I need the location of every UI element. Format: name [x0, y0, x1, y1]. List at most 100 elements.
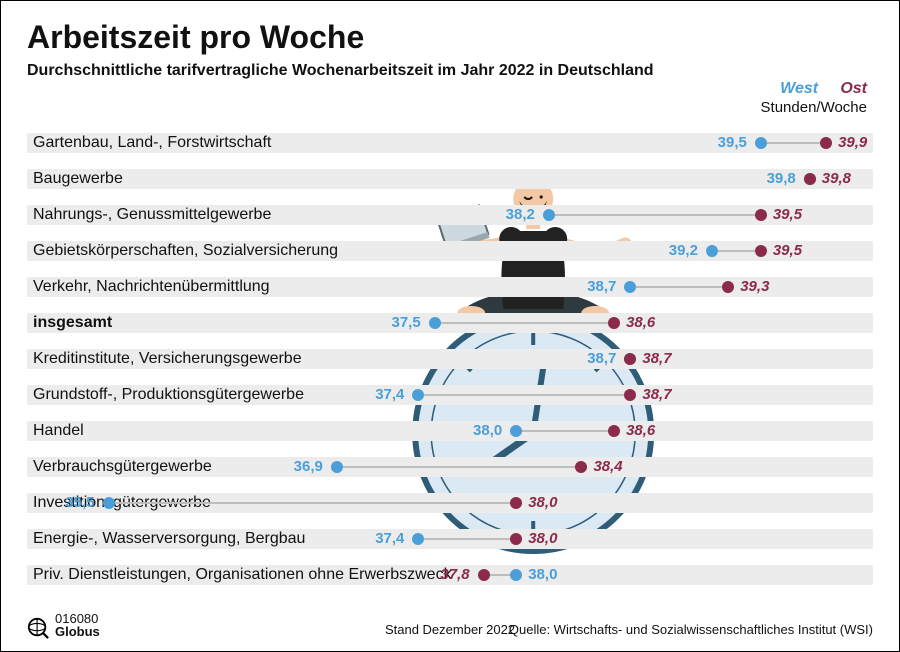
west-dot [412, 533, 424, 545]
chart-row: Kreditinstitute, Versicherungsgewerbe38,… [27, 341, 873, 377]
ost-dot [510, 533, 522, 545]
ost-value: 37,8 [440, 565, 469, 585]
ost-dot [608, 317, 620, 329]
west-dot [755, 137, 767, 149]
west-value: 38,0 [528, 565, 557, 585]
ost-value: 38,7 [642, 349, 671, 369]
legend: West Ost Stunden/Woche [761, 79, 867, 118]
west-dot [510, 425, 522, 437]
globe-icon [27, 617, 49, 639]
ost-dot [624, 389, 636, 401]
west-dot [429, 317, 441, 329]
chart-row: Grundstoff-, Produktionsgütergewerbe37,4… [27, 377, 873, 413]
west-value: 38,2 [506, 205, 535, 225]
infographic-frame: Arbeitszeit pro Woche Durchschnittliche … [0, 0, 900, 652]
brand-name: Globus [55, 625, 100, 639]
chart-row: Energie-, Wasserversorgung, Bergbau37,43… [27, 521, 873, 557]
west-dot [103, 497, 115, 509]
ost-dot [510, 497, 522, 509]
chart-row: Investitionsgütergewerbe35,538,0 [27, 485, 873, 521]
west-value: 37,4 [375, 529, 404, 549]
ost-value: 38,7 [642, 385, 671, 405]
footer-stand: Stand Dezember 2022 [385, 622, 515, 637]
legend-ost-label: Ost [840, 80, 867, 97]
connector-line [718, 250, 755, 252]
row-plot: 37,4 38,0 [27, 521, 873, 557]
connector-line [522, 430, 608, 432]
ost-value: 39,3 [740, 277, 769, 297]
west-value: 35,5 [65, 493, 94, 513]
brand-id: 016080 [55, 612, 100, 626]
chart-row: Nahrungs-, Genussmittelgewerbe38,239,5 [27, 197, 873, 233]
connector-line [115, 502, 511, 504]
row-plot: 37,5 38,6 [27, 305, 873, 341]
footer-quelle: Quelle: Wirtschafts- und Sozialwissensch… [509, 622, 873, 637]
legend-unit: Stunden/Woche [761, 99, 867, 118]
west-value: 38,7 [587, 277, 616, 297]
ost-value: 39,9 [838, 133, 867, 153]
row-plot: 38,7 39,3 [27, 269, 873, 305]
chart-row: Gebietskörperschaften, Sozialversicherun… [27, 233, 873, 269]
row-plot: 36,9 38,4 [27, 449, 873, 485]
chart-row: insgesamt37,538,6 [27, 305, 873, 341]
row-plot: 37,4 38,7 [27, 377, 873, 413]
brand-block: 016080 Globus [27, 612, 100, 639]
ost-value: 38,0 [528, 493, 557, 513]
row-plot: 39,239,5 [27, 233, 873, 269]
west-value: 39,5 [718, 133, 747, 153]
ost-dot [722, 281, 734, 293]
connector-line [424, 538, 510, 540]
row-plot: 39,8 39,8 [27, 161, 873, 197]
row-plot: 35,5 38,0 [27, 485, 873, 521]
west-dot [412, 389, 424, 401]
ost-dot [755, 209, 767, 221]
row-plot: 39,5 39,9 [27, 125, 873, 161]
row-plot: 38,2 39,5 [27, 197, 873, 233]
ost-value: 38,4 [593, 457, 622, 477]
ost-value: 38,6 [626, 421, 655, 441]
ost-dot [755, 245, 767, 257]
row-plot: 38,0 38,6 [27, 413, 873, 449]
dumbbell-chart: Gartenbau, Land-, Forstwirtschaft39,539,… [27, 125, 873, 597]
west-value: 39,8 [767, 169, 796, 189]
chart-row: Verbrauchsgütergewerbe36,938,4 [27, 449, 873, 485]
legend-line-1: West Ost [761, 79, 867, 99]
header: Arbeitszeit pro Woche Durchschnittliche … [27, 19, 873, 80]
west-dot [510, 569, 522, 581]
chart-row: Handel38,038,6 [27, 413, 873, 449]
chart-row: Gartenbau, Land-, Forstwirtschaft39,539,… [27, 125, 873, 161]
chart-row: Baugewerbe39,839,8 [27, 161, 873, 197]
ost-value: 39,5 [773, 205, 802, 225]
page-title: Arbeitszeit pro Woche [27, 19, 873, 56]
page-subtitle: Durchschnittliche tarifvertragliche Woch… [27, 62, 873, 80]
chart-row: Priv. Dienstleistungen, Organisationen o… [27, 557, 873, 593]
ost-value: 39,5 [773, 241, 802, 261]
west-dot [331, 461, 343, 473]
west-dot [543, 209, 555, 221]
ost-value: 38,6 [626, 313, 655, 333]
connector-line [441, 322, 608, 324]
ost-dot [804, 173, 816, 185]
ost-dot [575, 461, 587, 473]
west-value: 38,7 [587, 349, 616, 369]
ost-dot [478, 569, 490, 581]
west-value: 38,0 [473, 421, 502, 441]
ost-dot [608, 425, 620, 437]
connector-line [636, 286, 722, 288]
row-plot: 38,0 37,8 [27, 557, 873, 593]
west-dot [706, 245, 718, 257]
ost-dot [820, 137, 832, 149]
ost-value: 38,0 [528, 529, 557, 549]
ost-dot [624, 353, 636, 365]
ost-value: 39,8 [822, 169, 851, 189]
west-value: 36,9 [294, 457, 323, 477]
connector-line [767, 142, 820, 144]
legend-west-label: West [780, 80, 818, 97]
west-value: 37,4 [375, 385, 404, 405]
row-plot: 38,7 38,7 [27, 341, 873, 377]
connector-line [555, 214, 755, 216]
connector-line [343, 466, 576, 468]
west-value: 37,5 [392, 313, 421, 333]
connector-line [490, 574, 511, 576]
chart-row: Verkehr, Nachrichtenübermittlung38,739,3 [27, 269, 873, 305]
